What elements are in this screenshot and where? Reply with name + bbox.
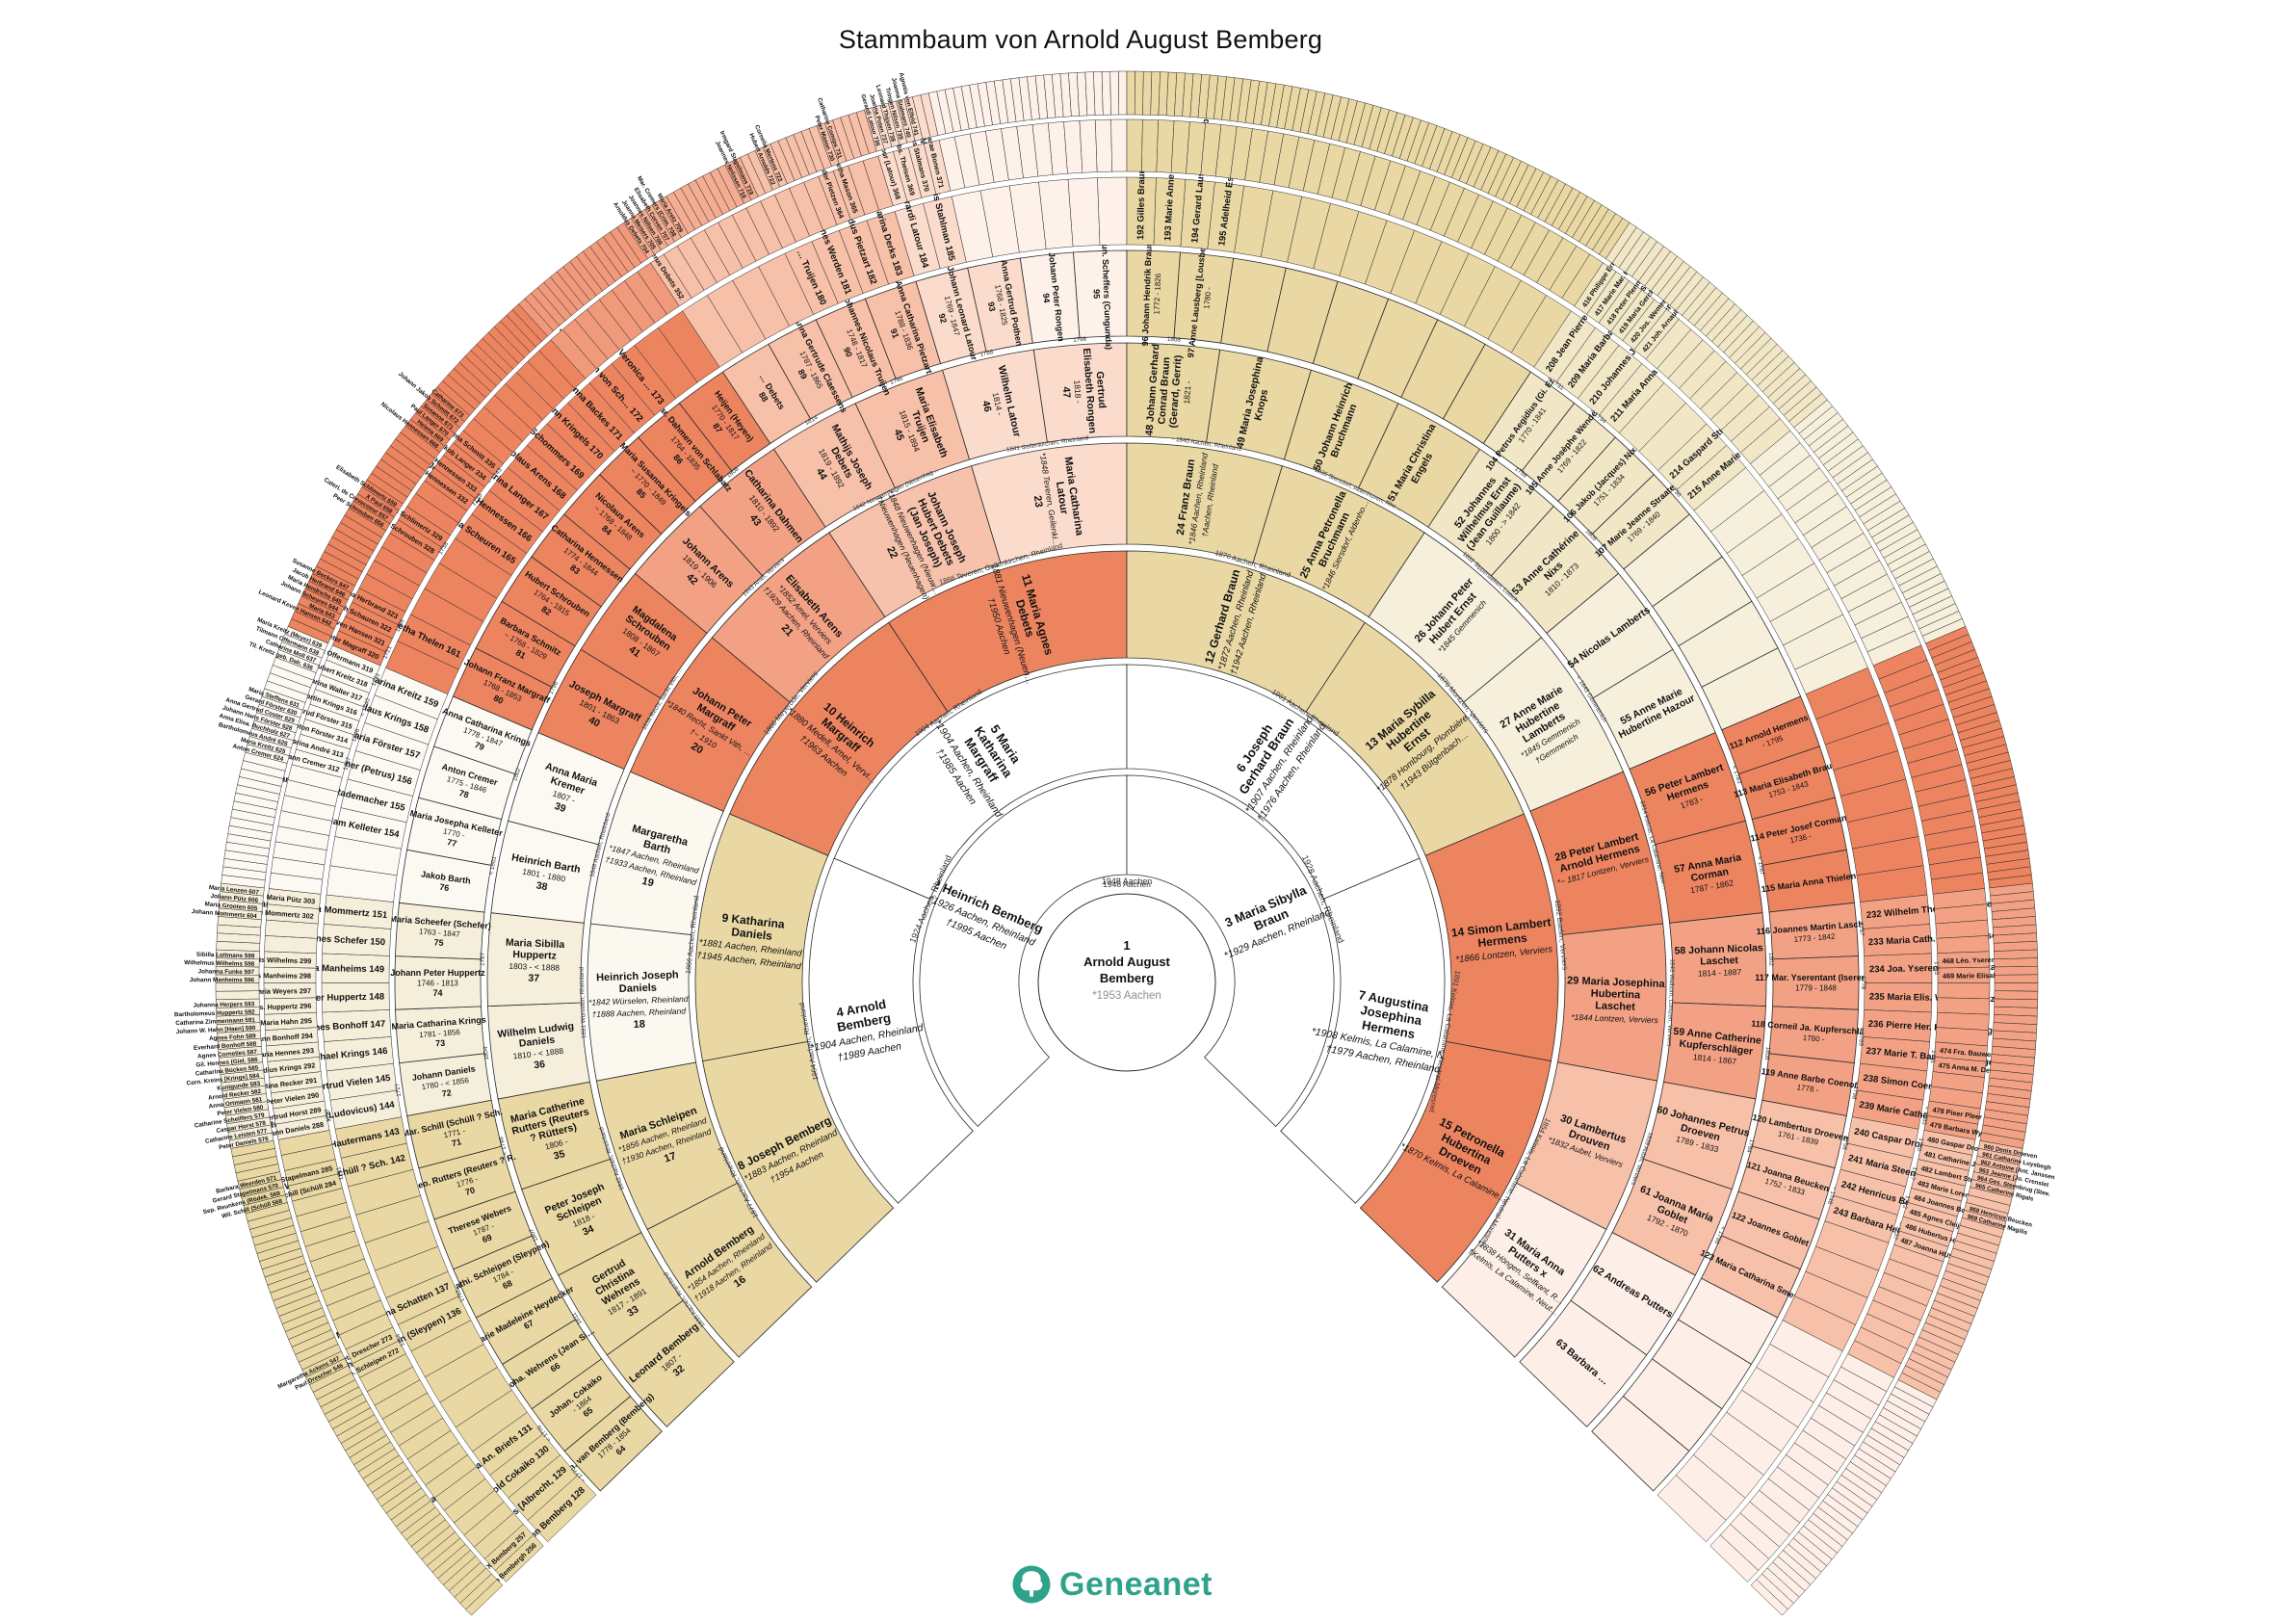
person-segment-7[interactable]: [1280, 857, 1446, 1204]
person-segment-48[interactable]: [1126, 342, 1221, 443]
person-segment-149[interactable]: [321, 953, 390, 983]
person-segment-236[interactable]: [1862, 1009, 1932, 1042]
person-segment-14[interactable]: [1424, 813, 1559, 1062]
empty-segment: [1126, 70, 1135, 116]
empty-segment: [1994, 982, 2039, 992]
empty-segment: [1994, 974, 2039, 983]
person-segment-4[interactable]: [808, 857, 974, 1204]
page-title: Stammbaum von Arnold August Bemberg: [838, 25, 1323, 54]
person-segment-299[interactable]: [263, 951, 317, 969]
person-segment-116[interactable]: [1768, 902, 1859, 960]
empty-segment: [1937, 982, 1991, 1000]
person-segment-74[interactable]: [394, 955, 482, 1010]
empty-segment: [1067, 177, 1101, 248]
person-segment-593[interactable]: [215, 998, 260, 1008]
person-segment-592[interactable]: [216, 1006, 260, 1017]
person-segment-31[interactable]: [1441, 1182, 1607, 1358]
person-segment-295[interactable]: [264, 1011, 318, 1031]
empty-segment: [215, 982, 260, 992]
person-segment-297[interactable]: [263, 982, 317, 1000]
empty-segment: [1095, 118, 1112, 172]
empty-segment: [1110, 118, 1128, 172]
empty-segment: [1093, 71, 1104, 116]
empty-segment: [215, 990, 260, 1001]
person-segment-150[interactable]: [322, 924, 392, 956]
person-segment-75[interactable]: [395, 902, 485, 960]
person-segment-6[interactable]: [1126, 664, 1421, 900]
empty-segment: [1750, 1579, 1788, 1616]
logo-text: Geneanet: [1059, 1565, 1213, 1603]
person-segment-63[interactable]: [1519, 1299, 1648, 1427]
person-segment-118[interactable]: [1768, 1006, 1859, 1064]
tree-icon: [1012, 1565, 1051, 1604]
person-segment-9[interactable]: [694, 813, 829, 1062]
empty-segment: [1994, 990, 2039, 1001]
empty-segment: [1994, 965, 2039, 976]
empty-segment: [1118, 70, 1128, 116]
root-person[interactable]: [1037, 893, 1216, 1072]
person-segment-234[interactable]: [1864, 953, 1933, 983]
empty-segment: [1994, 998, 2039, 1008]
empty-segment: [1142, 70, 1153, 116]
person-segment-95[interactable]: [1073, 249, 1128, 339]
empty-segment: [1936, 935, 1990, 954]
person-segment-147[interactable]: [322, 1009, 392, 1042]
empty-segment: [1994, 949, 2038, 960]
person-segment-148[interactable]: [321, 982, 390, 1013]
empty-segment: [1591, 1396, 1690, 1492]
empty-segment: [1097, 176, 1128, 246]
empty-segment: [1101, 70, 1111, 116]
person-segment-598[interactable]: [215, 957, 260, 968]
person-segment-596[interactable]: [215, 974, 260, 983]
person-segment-15[interactable]: [1359, 1040, 1552, 1283]
person-segment-29[interactable]: [1556, 923, 1667, 1082]
empty-segment: [1126, 118, 1143, 172]
person-segment-73[interactable]: [395, 1006, 485, 1064]
person-segment-47[interactable]: [1032, 342, 1128, 443]
person-segment-296[interactable]: [263, 997, 317, 1015]
root-marriage-arc: 1948 Aachen: [1103, 879, 1151, 889]
empty-segment: [1134, 70, 1144, 116]
person-segment-469[interactable]: [1937, 966, 1991, 983]
person-segment-18[interactable]: [587, 923, 697, 1082]
empty-segment: [1937, 997, 1991, 1015]
person-segment-117[interactable]: [1772, 955, 1860, 1010]
empty-segment: [1709, 1534, 1760, 1583]
empty-segment: [1141, 118, 1159, 172]
geneanet-logo: Geneanet: [1011, 1564, 1213, 1605]
person-segment-3[interactable]: [1126, 774, 1335, 1127]
tree-icon-glyph: [1020, 1571, 1043, 1597]
empty-segment: [1079, 119, 1098, 173]
marriage-arc-2: 1948 Aachen: [1102, 876, 1153, 886]
person-segment-298[interactable]: [263, 966, 317, 983]
person-segment-5[interactable]: [833, 664, 1128, 900]
person-segment-37[interactable]: [486, 912, 585, 1007]
person-segment-233[interactable]: [1862, 924, 1932, 956]
person-segment-235[interactable]: [1864, 982, 1933, 1013]
empty-segment: [1994, 957, 2039, 968]
person-segment-192[interactable]: [1126, 176, 1157, 246]
empty-segment: [1109, 70, 1120, 116]
person-segment-468[interactable]: [1937, 951, 1991, 969]
person-segment-597[interactable]: [215, 965, 260, 976]
person-segment-193[interactable]: [1153, 177, 1187, 248]
person-segment-36[interactable]: [487, 1002, 590, 1100]
empty-segment: [1657, 1475, 1727, 1543]
empty-segment: [264, 935, 318, 954]
person-segment-96[interactable]: [1126, 249, 1181, 339]
person-segment-2[interactable]: [919, 774, 1128, 1127]
person-segment-58[interactable]: [1669, 912, 1767, 1007]
